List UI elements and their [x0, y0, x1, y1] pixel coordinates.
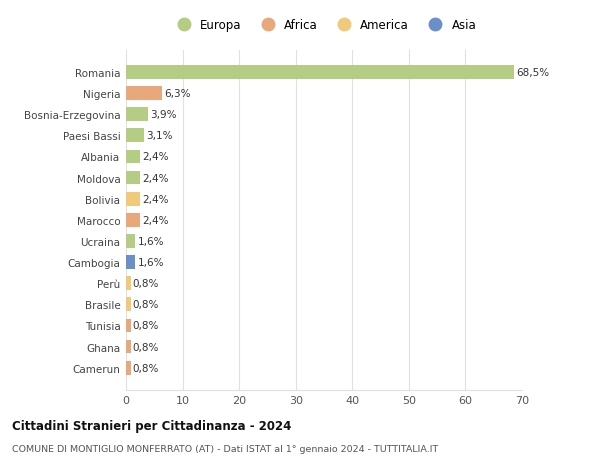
Text: Cittadini Stranieri per Cittadinanza - 2024: Cittadini Stranieri per Cittadinanza - 2… — [12, 419, 292, 432]
Text: 6,3%: 6,3% — [164, 89, 190, 99]
Bar — [126, 129, 143, 143]
Text: 0,8%: 0,8% — [133, 363, 159, 373]
Legend: Europa, Africa, America, Asia: Europa, Africa, America, Asia — [168, 16, 480, 36]
Bar — [126, 150, 140, 164]
Text: 3,1%: 3,1% — [146, 131, 172, 141]
Text: 68,5%: 68,5% — [516, 68, 549, 78]
Text: 0,8%: 0,8% — [133, 321, 159, 330]
Bar — [126, 235, 135, 248]
Text: 2,4%: 2,4% — [142, 173, 169, 183]
Text: 2,4%: 2,4% — [142, 215, 169, 225]
Bar — [126, 87, 161, 101]
Bar — [126, 192, 140, 206]
Bar — [126, 171, 140, 185]
Text: 2,4%: 2,4% — [142, 152, 169, 162]
Text: 3,9%: 3,9% — [151, 110, 177, 120]
Text: 0,8%: 0,8% — [133, 279, 159, 289]
Bar — [126, 213, 140, 227]
Text: COMUNE DI MONTIGLIO MONFERRATO (AT) - Dati ISTAT al 1° gennaio 2024 - TUTTITALIA: COMUNE DI MONTIGLIO MONFERRATO (AT) - Da… — [12, 444, 438, 453]
Bar — [126, 298, 131, 312]
Text: 0,8%: 0,8% — [133, 300, 159, 310]
Text: 0,8%: 0,8% — [133, 342, 159, 352]
Bar — [126, 108, 148, 122]
Text: 2,4%: 2,4% — [142, 194, 169, 204]
Bar — [126, 340, 131, 353]
Bar — [126, 66, 514, 79]
Text: 1,6%: 1,6% — [137, 236, 164, 246]
Text: 1,6%: 1,6% — [137, 257, 164, 268]
Bar — [126, 277, 131, 291]
Bar — [126, 256, 135, 269]
Bar — [126, 361, 131, 375]
Bar — [126, 319, 131, 333]
